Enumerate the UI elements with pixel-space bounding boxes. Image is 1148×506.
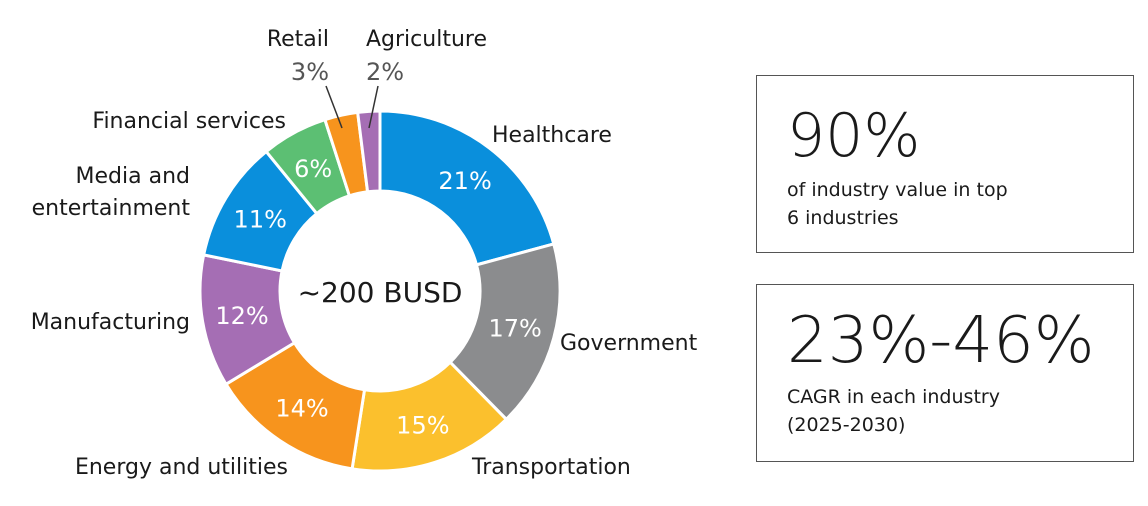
stat-box-top-industries: 90% of industry value in top 6 industrie… bbox=[756, 75, 1134, 253]
slice-value-label: 3% bbox=[291, 58, 329, 86]
slice-value-label: 15% bbox=[396, 411, 449, 439]
slice-category-label: Retail bbox=[267, 27, 329, 52]
stat-description-line: (2025-2030) bbox=[787, 414, 906, 436]
slice-value-label: 14% bbox=[275, 394, 328, 422]
slice-value-label: 12% bbox=[215, 302, 268, 330]
slice-agriculture bbox=[355, 109, 382, 194]
stat-box-cagr: 23%-46% CAGR in each industry (2025-2030… bbox=[756, 284, 1134, 462]
slice-value-label: 6% bbox=[294, 155, 332, 183]
stat-value: 90% bbox=[787, 101, 921, 171]
slice-category-label: Energy and utilities bbox=[75, 455, 288, 480]
stat-value: 23%-46% bbox=[787, 304, 1095, 378]
stat-description-line: of industry value in top bbox=[787, 179, 1008, 201]
stat-description-line: 6 industries bbox=[787, 207, 899, 229]
donut-chart: 21%Healthcare 17% Government 15% Transportat… bbox=[31, 27, 698, 480]
slice-category-label: Agriculture bbox=[366, 27, 487, 52]
leader-line bbox=[325, 85, 343, 129]
slice-category-label: Media and bbox=[76, 164, 190, 189]
leader-line bbox=[368, 85, 379, 129]
leader-lines bbox=[325, 85, 379, 129]
slice-value-label: 11% bbox=[234, 206, 287, 234]
stat-description: of industry value in top 6 industries bbox=[787, 176, 1087, 232]
stat-description-line: CAGR in each industry bbox=[787, 386, 1000, 408]
slice-government bbox=[448, 242, 562, 422]
slice-category-label: Financial services bbox=[92, 109, 286, 134]
donut-slices bbox=[198, 109, 562, 473]
center-label: ~200 BUSD bbox=[298, 276, 463, 309]
slice-category-label: Healthcare bbox=[492, 123, 612, 148]
stat-description: CAGR in each industry (2025-2030) bbox=[787, 383, 1087, 439]
slice-healthcare bbox=[378, 109, 556, 267]
slice-value-label: 2% bbox=[366, 58, 404, 86]
slice-category-label: Transportation bbox=[471, 455, 631, 480]
slice-category-label: Government bbox=[560, 331, 698, 356]
slice-value-label: 17% bbox=[488, 315, 541, 343]
slice-category-label: Manufacturing bbox=[31, 310, 190, 335]
slice-value-label: 21% bbox=[438, 167, 491, 195]
chart-labels: 21%Healthcare 17% Government 15% Transportat… bbox=[31, 27, 698, 480]
slice-category-label: entertainment bbox=[32, 196, 191, 221]
